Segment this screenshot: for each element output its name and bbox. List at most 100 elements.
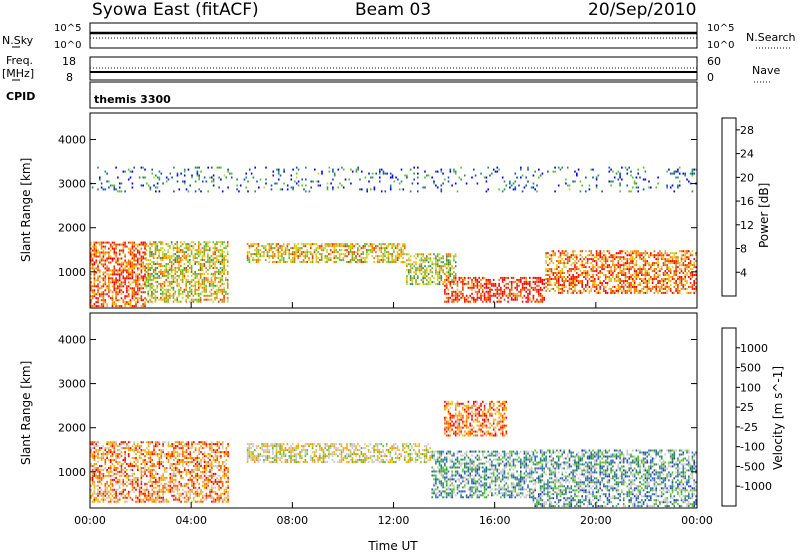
power-data-cell <box>677 289 679 292</box>
power-data-cell <box>521 174 524 177</box>
velocity-data-cell <box>115 482 117 485</box>
velocity-data-cell <box>176 455 179 458</box>
power-data-cell <box>118 253 121 256</box>
power-data-cell <box>427 277 430 280</box>
power-data-cell <box>606 266 609 269</box>
power-data-cell <box>682 284 685 286</box>
power-data-cell <box>212 257 215 259</box>
power-data-cell <box>321 172 323 175</box>
velocity-data-cell <box>115 457 117 459</box>
power-data-cell <box>557 272 560 274</box>
power-data-cell <box>387 255 390 258</box>
power-data-cell <box>453 298 455 301</box>
power-data-cell <box>635 276 638 278</box>
power-data-cell <box>95 245 97 248</box>
power-data-cell <box>254 190 256 193</box>
power-data-cell <box>131 281 134 284</box>
velocity-data-cell <box>164 482 166 485</box>
power-data-cell <box>538 292 540 295</box>
power-data-cell <box>137 251 139 254</box>
power-data-cell <box>295 251 298 254</box>
power-data-cell <box>90 273 92 276</box>
power-data-cell <box>536 280 538 283</box>
power-data-cell <box>570 254 573 257</box>
power-data-cell <box>637 252 639 255</box>
power-data-cell <box>523 288 526 291</box>
power-data-cell <box>207 269 209 271</box>
velocity-data-cell <box>167 488 170 491</box>
power-data-cell <box>516 288 518 291</box>
power-data-cell <box>212 292 215 295</box>
power-data-cell <box>160 269 162 271</box>
power-data-cell <box>176 274 178 277</box>
power-data-cell <box>216 284 218 287</box>
power-data-cell <box>208 263 211 265</box>
power-data-cell <box>214 290 216 293</box>
velocity-data-cell <box>111 451 114 454</box>
power-data-cell <box>165 294 168 297</box>
power-data-cell <box>302 255 305 258</box>
power-data-cell <box>329 253 332 256</box>
power-data-cell <box>422 277 424 280</box>
power-data-cell <box>666 274 668 276</box>
power-data-cell <box>154 253 157 256</box>
power-data-cell <box>137 297 139 300</box>
power-data-cell <box>601 272 603 274</box>
power-data-cell <box>429 277 432 280</box>
velocity-data-cell <box>155 453 157 456</box>
power-data-cell <box>120 297 123 300</box>
velocity-data-cell <box>164 484 166 487</box>
power-data-cell <box>290 261 292 263</box>
power-data-cell <box>628 289 630 292</box>
power-data-cell <box>606 260 609 263</box>
power-data-cell <box>662 258 665 261</box>
power-data-cell <box>671 256 674 259</box>
power-data-cell <box>424 277 426 280</box>
power-data-cell <box>445 277 448 280</box>
power-data-cell <box>93 245 96 248</box>
power-data-cell <box>451 265 453 268</box>
power-data-cell <box>601 262 603 265</box>
power-data-cell <box>102 293 105 296</box>
power-data-cell <box>675 258 677 261</box>
power-data-cell <box>592 276 594 278</box>
power-data-cell <box>151 284 153 287</box>
power-data-cell <box>476 298 479 301</box>
velocity-data-cell <box>97 500 99 503</box>
power-data-cell <box>644 276 647 278</box>
power-data-cell <box>570 276 573 278</box>
power-data-cell <box>351 251 354 254</box>
power-data-cell <box>272 257 274 259</box>
power-data-cell <box>144 245 146 248</box>
power-data-cell <box>172 278 175 281</box>
velocity-data-cell <box>115 461 117 463</box>
power-data-cell <box>109 261 112 264</box>
velocity-data-cell <box>167 441 170 444</box>
power-data-cell <box>650 252 652 255</box>
power-data-cell <box>217 249 220 252</box>
power-data-cell <box>518 280 520 283</box>
velocity-data-cell <box>118 449 121 452</box>
velocity-data-cell <box>113 447 116 450</box>
power-data-cell <box>151 267 153 269</box>
power-data-cell <box>556 268 558 271</box>
velocity-data-cell <box>153 492 155 495</box>
power-data-cell <box>418 269 421 272</box>
power-data-cell <box>191 176 193 179</box>
power-data-cell <box>308 190 311 193</box>
power-data-cell <box>174 261 177 263</box>
power-data-cell <box>619 174 621 177</box>
power-data-cell <box>203 176 206 179</box>
velocity-data-cell <box>97 453 99 456</box>
velocity-data-cell <box>147 453 150 456</box>
power-data-cell <box>144 243 146 246</box>
power-data-cell <box>170 241 173 244</box>
power-data-cell <box>592 274 594 276</box>
power-data-cell <box>360 259 363 261</box>
power-data-cell <box>590 258 592 261</box>
power-data-cell <box>122 251 125 254</box>
power-data-cell <box>201 278 204 281</box>
power-data-cell <box>608 280 611 282</box>
power-data-cell <box>201 255 204 258</box>
power-data-cell <box>409 263 412 266</box>
